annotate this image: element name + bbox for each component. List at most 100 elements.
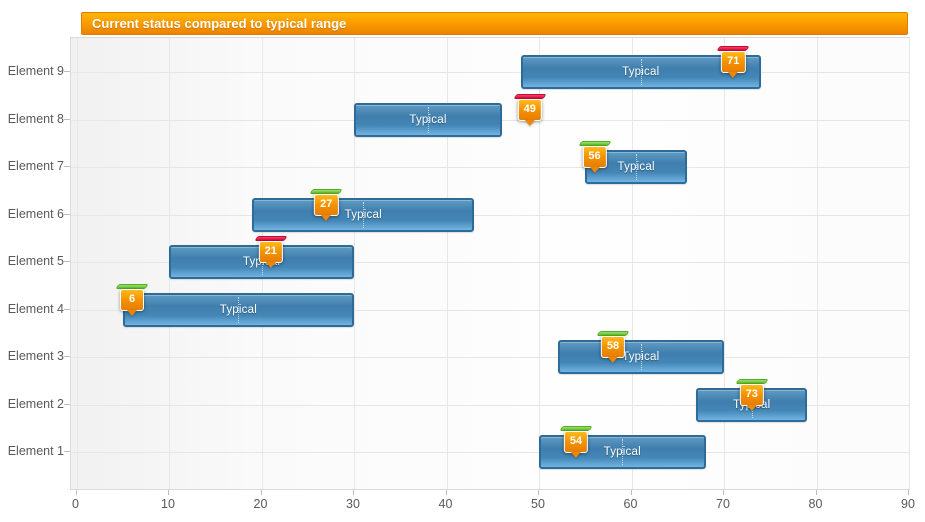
typical-range-bar[interactable]: Typical xyxy=(557,340,724,374)
y-axis-label: Element 9 xyxy=(7,64,64,78)
typical-bar-label: Typical xyxy=(622,66,660,78)
current-value-label: 49 xyxy=(517,98,542,121)
x-axis-tick-label: 40 xyxy=(438,497,453,511)
current-value-label: 58 xyxy=(600,336,626,358)
x-axis-tick xyxy=(908,490,909,495)
typical-range-bar[interactable]: Typical xyxy=(585,150,687,184)
chart-title-bar: Current status compared to typical range xyxy=(81,12,908,35)
callout-tail xyxy=(589,167,600,173)
typical-bar-label: Typical xyxy=(219,303,257,316)
current-value-label: 56 xyxy=(582,146,607,168)
median-dotted-line xyxy=(640,59,642,85)
median-dotted-line xyxy=(636,154,638,180)
typical-range-bar[interactable]: Typical xyxy=(539,435,706,469)
median-dotted-line xyxy=(238,296,240,323)
x-gridline xyxy=(724,38,725,489)
current-value-label: 6 xyxy=(120,288,144,311)
x-axis-tick xyxy=(538,490,539,495)
x-axis-tick xyxy=(445,490,447,495)
current-value-label: 73 xyxy=(739,383,764,406)
x-axis-tick-label: 20 xyxy=(253,497,268,511)
median-dotted-line xyxy=(622,439,624,465)
current-value-marker[interactable]: 6 xyxy=(120,288,144,316)
current-value-marker[interactable]: 49 xyxy=(517,98,542,126)
current-value-marker[interactable]: 27 xyxy=(314,193,339,221)
y-axis-tick xyxy=(64,71,70,72)
current-value-label: 21 xyxy=(258,241,283,263)
x-gridline xyxy=(446,38,448,489)
callout-tail xyxy=(608,357,618,363)
y-axis-label: Element 5 xyxy=(7,254,64,268)
y-axis-label: Element 4 xyxy=(7,301,64,316)
current-value-label: 71 xyxy=(721,51,746,73)
current-value-label: 27 xyxy=(314,193,339,216)
y-axis-tick xyxy=(64,308,70,310)
x-axis-tick-label: 50 xyxy=(531,497,545,511)
y-axis-label: Element 1 xyxy=(7,444,64,458)
y-gridline xyxy=(71,167,909,168)
y-axis-tick xyxy=(64,403,70,405)
y-axis-label: Element 6 xyxy=(7,206,64,221)
x-axis-tick xyxy=(168,490,169,495)
x-axis-tick-label: 90 xyxy=(901,497,915,511)
y-axis-label: Element 3 xyxy=(7,349,64,363)
y-axis-label: Element 7 xyxy=(7,159,64,173)
x-gridline xyxy=(354,38,355,489)
y-axis-label: Element 8 xyxy=(7,111,64,126)
current-value-marker[interactable]: 54 xyxy=(563,431,589,458)
y-gridline xyxy=(71,214,909,216)
y-gridline xyxy=(71,309,909,311)
x-axis-tick xyxy=(353,490,354,495)
typical-bar-label: Typical xyxy=(409,113,447,126)
plot-area: Typical 71 Typical 49 Typical 56 Typical 27 Typi… xyxy=(70,37,910,490)
current-value-marker[interactable]: 73 xyxy=(739,383,764,411)
y-axis-tick xyxy=(64,451,70,452)
y-gridline xyxy=(71,262,909,263)
typical-range-bar[interactable]: Typical xyxy=(520,55,761,89)
typical-range-bar[interactable]: Typical xyxy=(122,292,354,327)
typical-range-bar[interactable]: Typical xyxy=(252,197,475,232)
x-axis-tick-label: 60 xyxy=(623,497,638,511)
median-dotted-line xyxy=(640,344,642,370)
x-gridline xyxy=(909,38,910,489)
typical-bar-label: Typical xyxy=(603,446,641,458)
x-axis-tick xyxy=(630,490,632,495)
y-axis-label: Element 2 xyxy=(7,396,64,411)
x-axis-tick-label: 30 xyxy=(346,497,360,511)
typical-bar-label: Typical xyxy=(344,208,382,221)
chart-title: Current status compared to typical range xyxy=(92,16,347,31)
typical-bar-label: Typical xyxy=(622,351,660,363)
current-value-marker[interactable]: 56 xyxy=(582,146,607,173)
x-axis-tick-label: 10 xyxy=(161,497,175,511)
typical-range-bar[interactable]: Typical xyxy=(354,102,502,137)
current-value-marker[interactable]: 21 xyxy=(258,241,283,268)
y-gridline xyxy=(71,404,909,406)
y-gridline xyxy=(71,452,909,453)
callout-tail xyxy=(127,309,137,316)
callout-tail xyxy=(321,214,332,221)
callout-tail xyxy=(746,404,757,411)
x-axis-tick xyxy=(75,490,77,495)
y-gridline xyxy=(71,72,909,73)
current-value-marker[interactable]: 58 xyxy=(600,336,626,363)
median-dotted-line xyxy=(428,106,429,133)
x-axis-tick-label: 70 xyxy=(716,497,730,511)
y-gridline xyxy=(71,357,909,358)
current-value-label: 54 xyxy=(563,431,589,453)
callout-tail xyxy=(571,452,581,458)
y-axis-tick xyxy=(64,118,70,120)
y-axis-tick xyxy=(64,166,70,167)
median-dotted-line xyxy=(363,201,365,228)
callout-tail xyxy=(524,119,535,126)
x-axis-tick-label: 0 xyxy=(72,497,79,511)
y-axis-tick xyxy=(64,356,70,357)
y-axis-tick xyxy=(64,213,70,215)
x-axis-tick xyxy=(723,490,724,495)
x-gridline xyxy=(76,38,78,489)
current-value-marker[interactable]: 71 xyxy=(721,51,746,78)
callout-tail xyxy=(265,262,276,268)
x-gridline xyxy=(816,38,818,489)
x-axis-tick xyxy=(815,490,817,495)
x-axis-tick xyxy=(260,490,262,495)
